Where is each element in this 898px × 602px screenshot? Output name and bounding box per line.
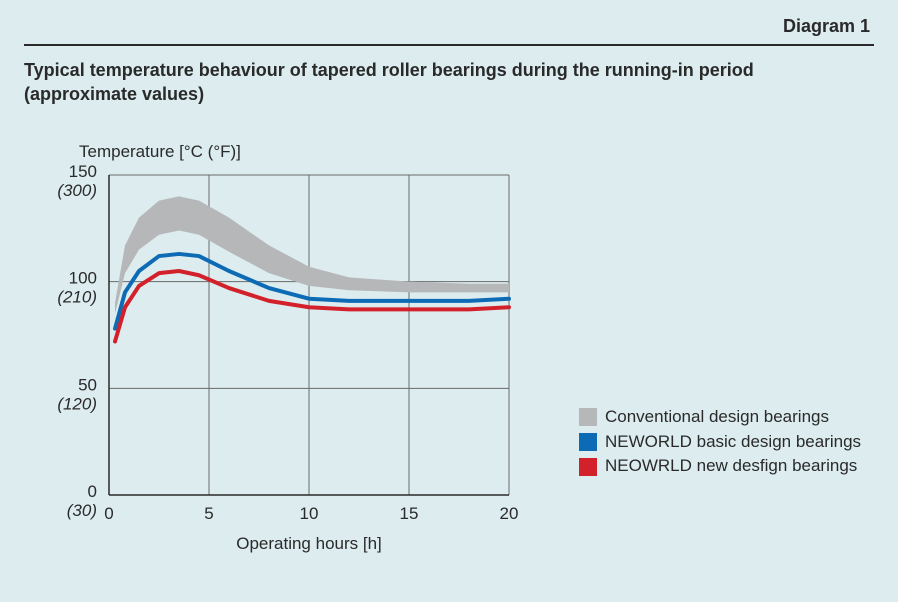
legend-item: NEOWRLD new desfign bearings (579, 454, 861, 479)
y-tick-label-c: 0 (88, 482, 97, 501)
legend-item: Conventional design bearings (579, 405, 861, 430)
legend-swatch (579, 408, 597, 426)
y-tick-label-c: 50 (78, 375, 97, 394)
y-tick-label-f: (300) (57, 181, 97, 200)
y-tick-label-c: 150 (69, 162, 97, 181)
diagram-container: Diagram 1 Typical temperature behaviour … (0, 0, 898, 602)
title-line-2: (approximate values) (24, 84, 204, 104)
x-tick-label: 0 (104, 504, 113, 523)
chart-svg: Temperature [°C (°F)]0(30)50(120)100(210… (24, 130, 874, 580)
y-tick-label-f: (30) (67, 501, 97, 520)
legend-label: NEWORLD basic design bearings (605, 430, 861, 455)
x-tick-label: 10 (300, 504, 319, 523)
legend-swatch (579, 458, 597, 476)
header-rule (24, 44, 874, 46)
diagram-title: Typical temperature behaviour of tapered… (24, 58, 754, 107)
chart-area: Temperature [°C (°F)]0(30)50(120)100(210… (24, 130, 874, 580)
x-tick-label: 5 (204, 504, 213, 523)
legend-label: NEOWRLD new desfign bearings (605, 454, 857, 479)
title-line-1: Typical temperature behaviour of tapered… (24, 60, 754, 80)
legend: Conventional design bearings NEWORLD bas… (579, 405, 861, 479)
x-tick-label: 20 (500, 504, 519, 523)
y-tick-label-c: 100 (69, 269, 97, 288)
y-tick-label-f: (210) (57, 288, 97, 307)
diagram-number: Diagram 1 (783, 16, 870, 37)
legend-label: Conventional design bearings (605, 405, 829, 430)
legend-item: NEWORLD basic design bearings (579, 430, 861, 455)
y-tick-label-f: (120) (57, 394, 97, 413)
y-axis-title: Temperature [°C (°F)] (79, 142, 241, 161)
legend-swatch (579, 433, 597, 451)
x-axis-title: Operating hours [h] (236, 534, 382, 553)
x-tick-label: 15 (400, 504, 419, 523)
